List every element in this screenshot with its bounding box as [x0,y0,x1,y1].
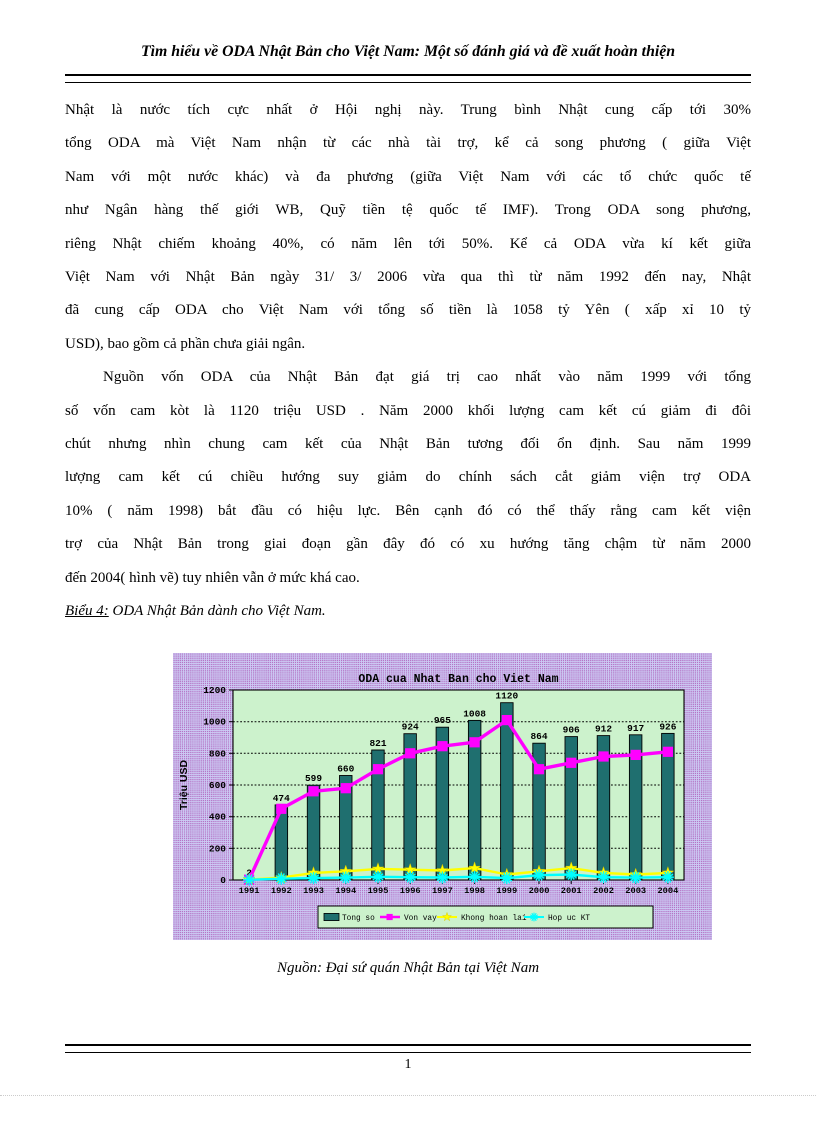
svg-text:2003: 2003 [625,886,646,896]
svg-text:2000: 2000 [529,886,550,896]
svg-text:Triệu USD: Triệu USD [178,759,190,810]
svg-text:1991: 1991 [239,886,260,896]
svg-text:1993: 1993 [303,886,324,896]
svg-text:917: 917 [627,723,644,734]
svg-text:Von vay: Von vay [404,915,437,923]
svg-text:1996: 1996 [400,886,421,896]
svg-text:912: 912 [595,724,612,735]
svg-text:200: 200 [209,843,226,854]
svg-text:1000: 1000 [203,717,226,728]
svg-text:0: 0 [220,875,226,886]
svg-text:400: 400 [209,812,226,823]
svg-text:800: 800 [209,748,226,759]
svg-text:1120: 1120 [495,691,518,702]
svg-text:1999: 1999 [496,886,517,896]
svg-text:965: 965 [434,715,451,726]
svg-text:Tong so: Tong so [342,915,375,923]
svg-text:474: 474 [273,793,290,804]
svg-text:660: 660 [337,764,354,775]
svg-text:926: 926 [659,721,676,732]
svg-text:1994: 1994 [335,886,356,896]
svg-text:1992: 1992 [271,886,292,896]
svg-text:Khong hoan lai: Khong hoan lai [461,915,527,923]
svg-text:Hop uc KT: Hop uc KT [548,915,590,923]
svg-text:2002: 2002 [593,886,614,896]
svg-text:1997: 1997 [432,886,453,896]
svg-text:ODA cua Nhat Ban cho Viet Nam: ODA cua Nhat Ban cho Viet Nam [358,673,558,686]
svg-text:924: 924 [402,722,419,733]
svg-text:599: 599 [305,773,322,784]
svg-text:600: 600 [209,780,226,791]
svg-text:906: 906 [563,725,580,736]
svg-text:821: 821 [369,738,386,749]
svg-text:1200: 1200 [203,685,226,696]
svg-text:1008: 1008 [463,708,486,719]
svg-text:1998: 1998 [464,886,485,896]
svg-text:2001: 2001 [561,886,582,896]
svg-text:2004: 2004 [657,886,678,896]
svg-text:1995: 1995 [368,886,389,896]
svg-text:864: 864 [530,731,547,742]
